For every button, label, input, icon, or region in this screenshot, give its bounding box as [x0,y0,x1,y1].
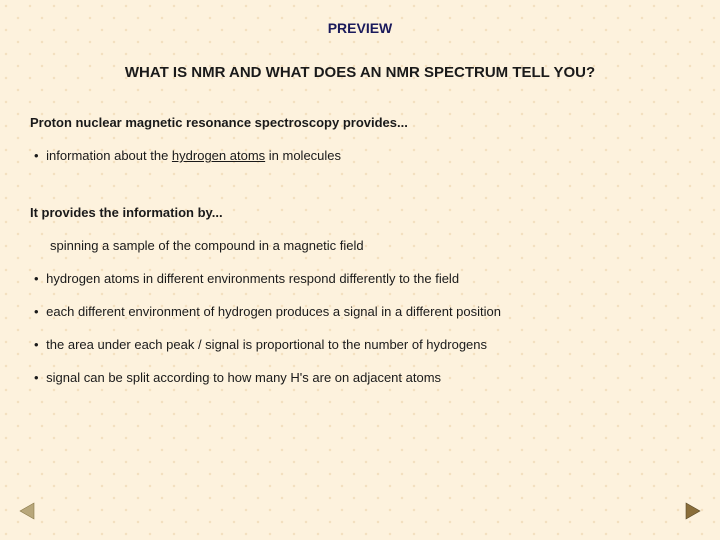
triangle-left-icon [18,501,38,521]
preview-label: PREVIEW [30,20,690,36]
section2-bullet-3: the area under each peak / signal is pro… [30,337,690,352]
section2-indent-line: spinning a sample of the compound in a m… [50,238,690,253]
bullet-text-underlined: hydrogen atoms [172,148,265,163]
section1-lead: Proton nuclear magnetic resonance spectr… [30,115,690,130]
bullet-text-suffix: in molecules [265,148,341,163]
page-title: WHAT IS NMR AND WHAT DOES AN NMR SPECTRU… [70,64,650,81]
next-slide-button[interactable] [682,501,702,526]
section2-bullet-2: each different environment of hydrogen p… [30,304,690,319]
triangle-right-icon [682,501,702,521]
section2-lead: It provides the information by... [30,205,690,220]
section2-bullet-4: signal can be split according to how man… [30,370,690,385]
bullet-text-prefix: information about the [46,148,172,163]
slide-content: PREVIEW WHAT IS NMR AND WHAT DOES AN NMR… [0,0,720,540]
section2-bullet-1: hydrogen atoms in different environments… [30,271,690,286]
prev-slide-button[interactable] [18,501,38,526]
section1-bullet: information about the hydrogen atoms in … [30,148,690,163]
